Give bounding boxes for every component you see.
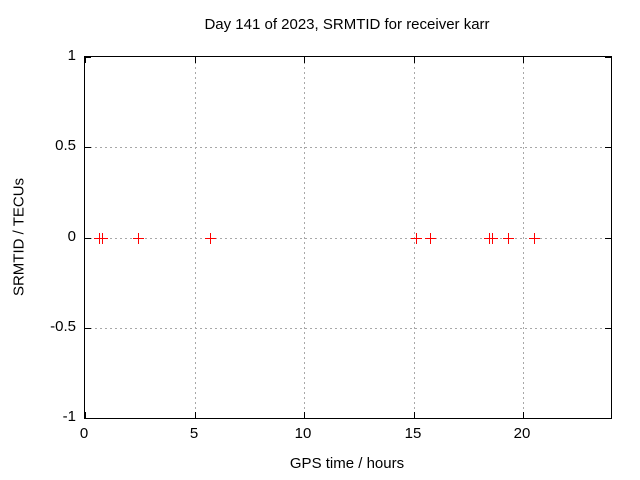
data-point-marker xyxy=(529,233,540,244)
data-point-marker xyxy=(205,233,216,244)
y-tick-label: 0 xyxy=(67,228,76,245)
chart-title: Day 141 of 2023, SRMTID for receiver kar… xyxy=(204,16,490,33)
y-gridline xyxy=(85,147,611,148)
x-tick-bottom xyxy=(195,412,196,418)
x-gridline xyxy=(195,57,196,418)
x-tick-bottom xyxy=(523,412,524,418)
y-tick-label: -0.5 xyxy=(50,318,76,335)
x-tick-label: 20 xyxy=(513,425,531,442)
y-tick-label: -1 xyxy=(62,408,76,425)
x-axis-label: GPS time / hours xyxy=(289,455,405,472)
x-tick-label: 10 xyxy=(294,425,312,442)
x-tick-top xyxy=(414,57,415,63)
data-point-marker xyxy=(503,233,514,244)
data-point-marker xyxy=(487,233,498,244)
x-gridline xyxy=(304,57,305,418)
x-tick-label: 15 xyxy=(404,425,422,442)
y-gridline xyxy=(85,328,611,329)
y-tick-left xyxy=(85,238,91,239)
y-tick-left xyxy=(85,147,91,148)
y-tick-right xyxy=(605,238,611,239)
y-tick-right xyxy=(605,57,611,58)
x-tick-top xyxy=(195,57,196,63)
data-point-marker xyxy=(425,233,436,244)
x-tick-label: 5 xyxy=(189,425,199,442)
y-tick-label: 1 xyxy=(67,47,76,64)
y-tick-right xyxy=(605,147,611,148)
x-tick-bottom xyxy=(85,412,86,418)
x-tick-top xyxy=(304,57,305,63)
data-point-marker xyxy=(411,233,422,244)
plot-area xyxy=(84,56,612,419)
y-tick-left xyxy=(85,57,91,58)
x-tick-label: 0 xyxy=(79,425,89,442)
x-gridline xyxy=(523,57,524,418)
data-point-marker xyxy=(97,233,108,244)
x-gridline xyxy=(414,57,415,418)
y-tick-left xyxy=(85,418,91,419)
y-tick-right xyxy=(605,418,611,419)
y-tick-right xyxy=(605,328,611,329)
y-tick-label: 0.5 xyxy=(55,137,76,154)
x-tick-top xyxy=(85,57,86,63)
y-gridline xyxy=(85,238,611,239)
data-point-marker xyxy=(133,233,144,244)
x-tick-bottom xyxy=(414,412,415,418)
y-tick-left xyxy=(85,328,91,329)
x-tick-bottom xyxy=(304,412,305,418)
x-tick-top xyxy=(523,57,524,63)
